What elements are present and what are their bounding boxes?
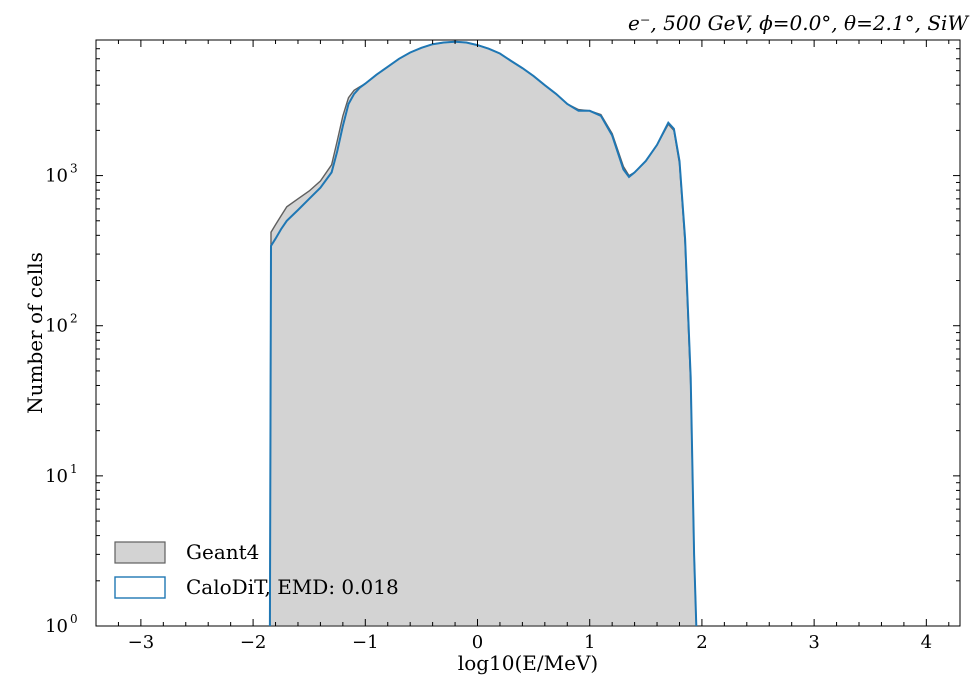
legend: Geant4 CaloDiT, EMD: 0.018 [114,540,399,599]
series-layer [268,40,698,627]
y-tick-label: 10 [45,316,68,337]
y-tick-exponent: 1 [70,462,78,476]
legend-swatch-geant4 [114,541,166,564]
legend-swatch-calodit [114,576,166,599]
y-axis-label: Number of cells [23,252,47,414]
x-tick-label: −3 [128,632,155,653]
series-geant4-area [269,40,698,627]
chart-title: e⁻, 500 GeV, ϕ=0.0°, θ=2.1°, SiW [628,11,969,35]
x-ticks: −3 −2 −1 0 1 2 3 4 [95,40,950,653]
y-tick-label: 10 [45,466,68,487]
y-tick-label: 10 [45,616,68,637]
x-axis-label: log10(E/MeV) [458,651,598,675]
y-tick-exponent: 0 [70,612,78,626]
x-tick-label: 2 [696,632,707,653]
x-tick-label: 3 [808,632,819,653]
x-tick-label: 4 [921,632,932,653]
y-tick-exponent: 3 [70,162,78,176]
y-tick-exponent: 2 [70,312,78,326]
x-tick-label: −2 [240,632,267,653]
x-tick-label: 1 [584,632,595,653]
x-tick-label: −1 [352,632,379,653]
legend-label-calodit: CaloDiT, EMD: 0.018 [186,575,399,599]
legend-label-geant4: Geant4 [186,540,259,564]
y-tick-label: 10 [45,166,68,187]
x-tick-label: 0 [472,632,483,653]
